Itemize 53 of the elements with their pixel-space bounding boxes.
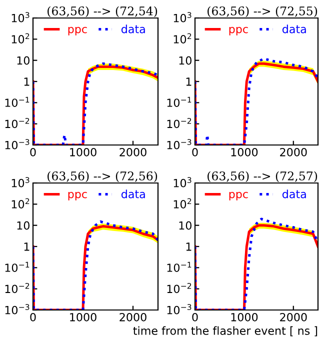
- chart-title: (63,56) --> (72,54): [48, 6, 158, 18]
- y-tick-label: 10$^{2}$: [12, 198, 30, 208]
- legend-label: ppc: [68, 26, 87, 36]
- x-tick-label: 2000: [120, 148, 146, 156]
- text: ppc: [229, 26, 248, 36]
- y-tick-label: 10: [17, 221, 30, 230]
- y-tick-label: 10$^{−2}$: [167, 118, 192, 128]
- y-tick-label: 10$^{2}$: [174, 198, 192, 208]
- legend-label: data: [282, 190, 306, 198]
- x-tick-label: 1000: [231, 148, 258, 156]
- y-tick-label: 10$^{2}$: [174, 33, 192, 44]
- legend-label: data: [282, 24, 306, 34]
- x-tick-label: 1000: [70, 312, 96, 322]
- x-tick-label: 2000: [280, 312, 307, 322]
- x-tick-label: 0: [30, 312, 36, 322]
- y-tick-label: 10$^{−2}$: [5, 118, 30, 128]
- x-tick-label: 2000: [120, 312, 146, 322]
- y-tick-label: 10$^{−1}$: [5, 96, 30, 107]
- x-axis-title: time from the flasher event [ ns ]: [133, 326, 318, 336]
- y-tick-label: 1: [186, 242, 192, 251]
- y-tick-label: 10$^{−1}$: [167, 96, 192, 107]
- x-tick-label: 1000: [70, 148, 96, 156]
- y-tick-label: 10: [179, 56, 192, 65]
- y-tick-label: 10$^{−3}$: [5, 139, 30, 150]
- y-tick-label: 10: [179, 221, 192, 230]
- x-tick-label: 0: [30, 148, 36, 156]
- chart-title: (63,56) --> (72,55): [208, 6, 318, 18]
- legend-label: data: [121, 190, 145, 198]
- x-tick-label: 0: [192, 148, 198, 156]
- y-tick-label: 1: [186, 78, 192, 86]
- y-tick-label: 10: [17, 56, 30, 65]
- y-tick-label: 10$^{3}$: [12, 177, 30, 188]
- x-tick-label: 0: [192, 312, 198, 322]
- legend-label: data: [121, 24, 145, 34]
- y-tick-label: 1: [24, 78, 30, 86]
- y-tick-label: 10$^{−3}$: [167, 304, 192, 314]
- y-tick-label: 10$^{−1}$: [167, 262, 192, 272]
- y-tick-label: 10$^{3}$: [12, 12, 30, 22]
- y-tick-label: 10$^{−3}$: [5, 304, 30, 314]
- y-tick-label: 10$^{−3}$: [167, 139, 192, 150]
- x-tick-label: 2000: [280, 148, 307, 156]
- chart-title: (63,56) --> (72,57): [208, 171, 318, 182]
- y-tick-label: 10$^{2}$: [12, 33, 30, 44]
- y-tick-label: 10$^{3}$: [174, 177, 192, 188]
- y-tick-label: 10$^{−2}$: [167, 282, 192, 294]
- x-tick-label: 1000: [231, 312, 258, 322]
- y-tick-label: 10$^{−1}$: [5, 262, 30, 272]
- y-tick-label: 10$^{−2}$: [5, 282, 30, 294]
- y-tick-label: 1: [24, 242, 30, 251]
- text: ppc: [229, 192, 248, 200]
- y-tick-label: 10$^{3}$: [174, 12, 192, 22]
- legend-label: ppc: [68, 192, 87, 200]
- chart-title: (63,56) --> (72,56): [48, 171, 158, 182]
